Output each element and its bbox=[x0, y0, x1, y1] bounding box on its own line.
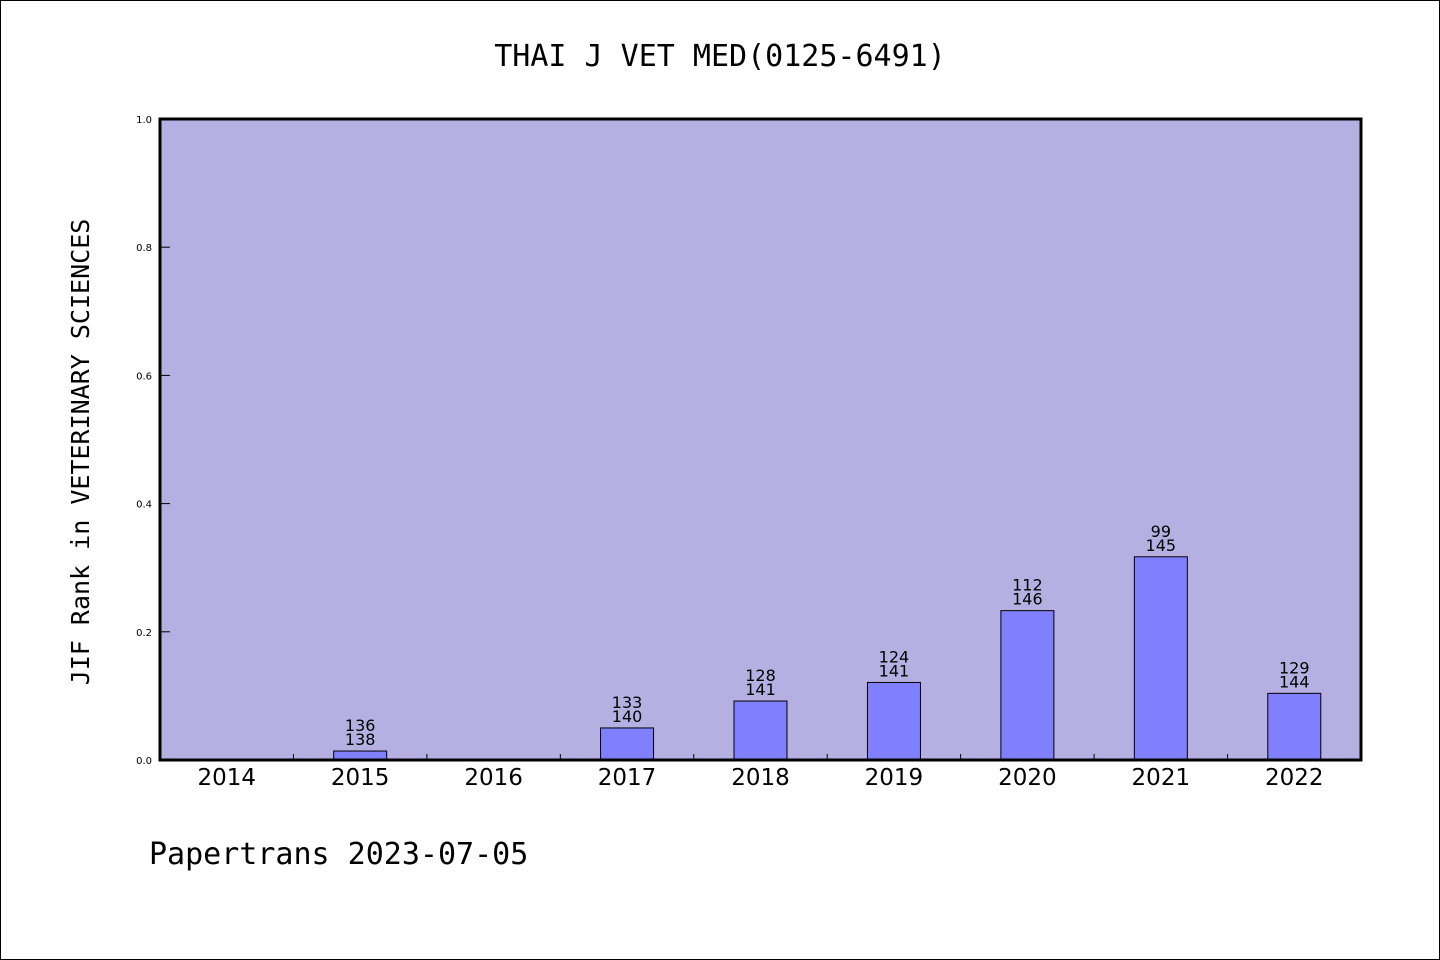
bar-2019 bbox=[866, 681, 921, 761]
bar-label-rank: 99 bbox=[1151, 522, 1171, 541]
bar-2020 bbox=[1000, 610, 1055, 761]
y-tick-label: 1.0 bbox=[136, 115, 152, 126]
bar-label-rank: 136 bbox=[345, 716, 376, 735]
y-axis-ticks: 0.0 0.2 0.4 0.6 0.8 1.0 bbox=[136, 115, 170, 767]
bars bbox=[333, 556, 1322, 761]
bar-label-rank: 112 bbox=[1012, 576, 1043, 595]
y-tick-label: 0.2 bbox=[136, 628, 152, 639]
x-tick-label: 2014 bbox=[197, 765, 256, 791]
y-tick-label: 0.0 bbox=[136, 756, 152, 767]
bar-2018 bbox=[733, 700, 788, 761]
bar-label-total: 141 bbox=[879, 661, 910, 680]
footer-credit: Papertrans 2023-07-05 bbox=[149, 837, 528, 872]
x-tick-label: 2015 bbox=[331, 765, 390, 791]
x-tick-label: 2020 bbox=[998, 765, 1057, 791]
bar-label-rank: 124 bbox=[879, 647, 910, 666]
bar-label-total: 144 bbox=[1279, 672, 1310, 691]
bar-2021 bbox=[1133, 556, 1188, 761]
x-tick-label: 2016 bbox=[464, 765, 523, 791]
y-tick-label: 0.6 bbox=[136, 371, 152, 382]
bar-label-rank: 133 bbox=[612, 693, 643, 712]
bar-label-rank: 129 bbox=[1279, 658, 1310, 677]
y-axis-label: JIF Rank in VETERINARY SCIENCES bbox=[66, 219, 95, 686]
bar-label-total: 146 bbox=[1012, 590, 1043, 609]
x-tick-label: 2019 bbox=[865, 765, 924, 791]
bar-2022 bbox=[1267, 692, 1322, 761]
x-tick-label: 2018 bbox=[731, 765, 790, 791]
bar-label-total: 141 bbox=[745, 680, 776, 699]
x-tick-label: 2017 bbox=[598, 765, 657, 791]
chart-title: THAI J VET MED(0125-6491) bbox=[494, 39, 946, 74]
x-tick-label: 2021 bbox=[1132, 765, 1191, 791]
y-tick-label: 0.4 bbox=[136, 500, 152, 511]
x-axis-ticks: 2014 2015 2016 2017 2018 2019 2020 2021 2022 bbox=[197, 754, 1324, 791]
bar-label-total: 138 bbox=[345, 730, 376, 749]
bar-labels: 1361381331401281411241411121469914512914… bbox=[345, 522, 1310, 749]
y-tick-label: 0.8 bbox=[136, 243, 152, 254]
bar-2017 bbox=[600, 727, 655, 761]
bar-label-total: 140 bbox=[612, 707, 643, 726]
x-tick-label: 2022 bbox=[1265, 765, 1324, 791]
bar-label-rank: 128 bbox=[745, 666, 776, 685]
bar-label-total: 145 bbox=[1146, 536, 1177, 555]
